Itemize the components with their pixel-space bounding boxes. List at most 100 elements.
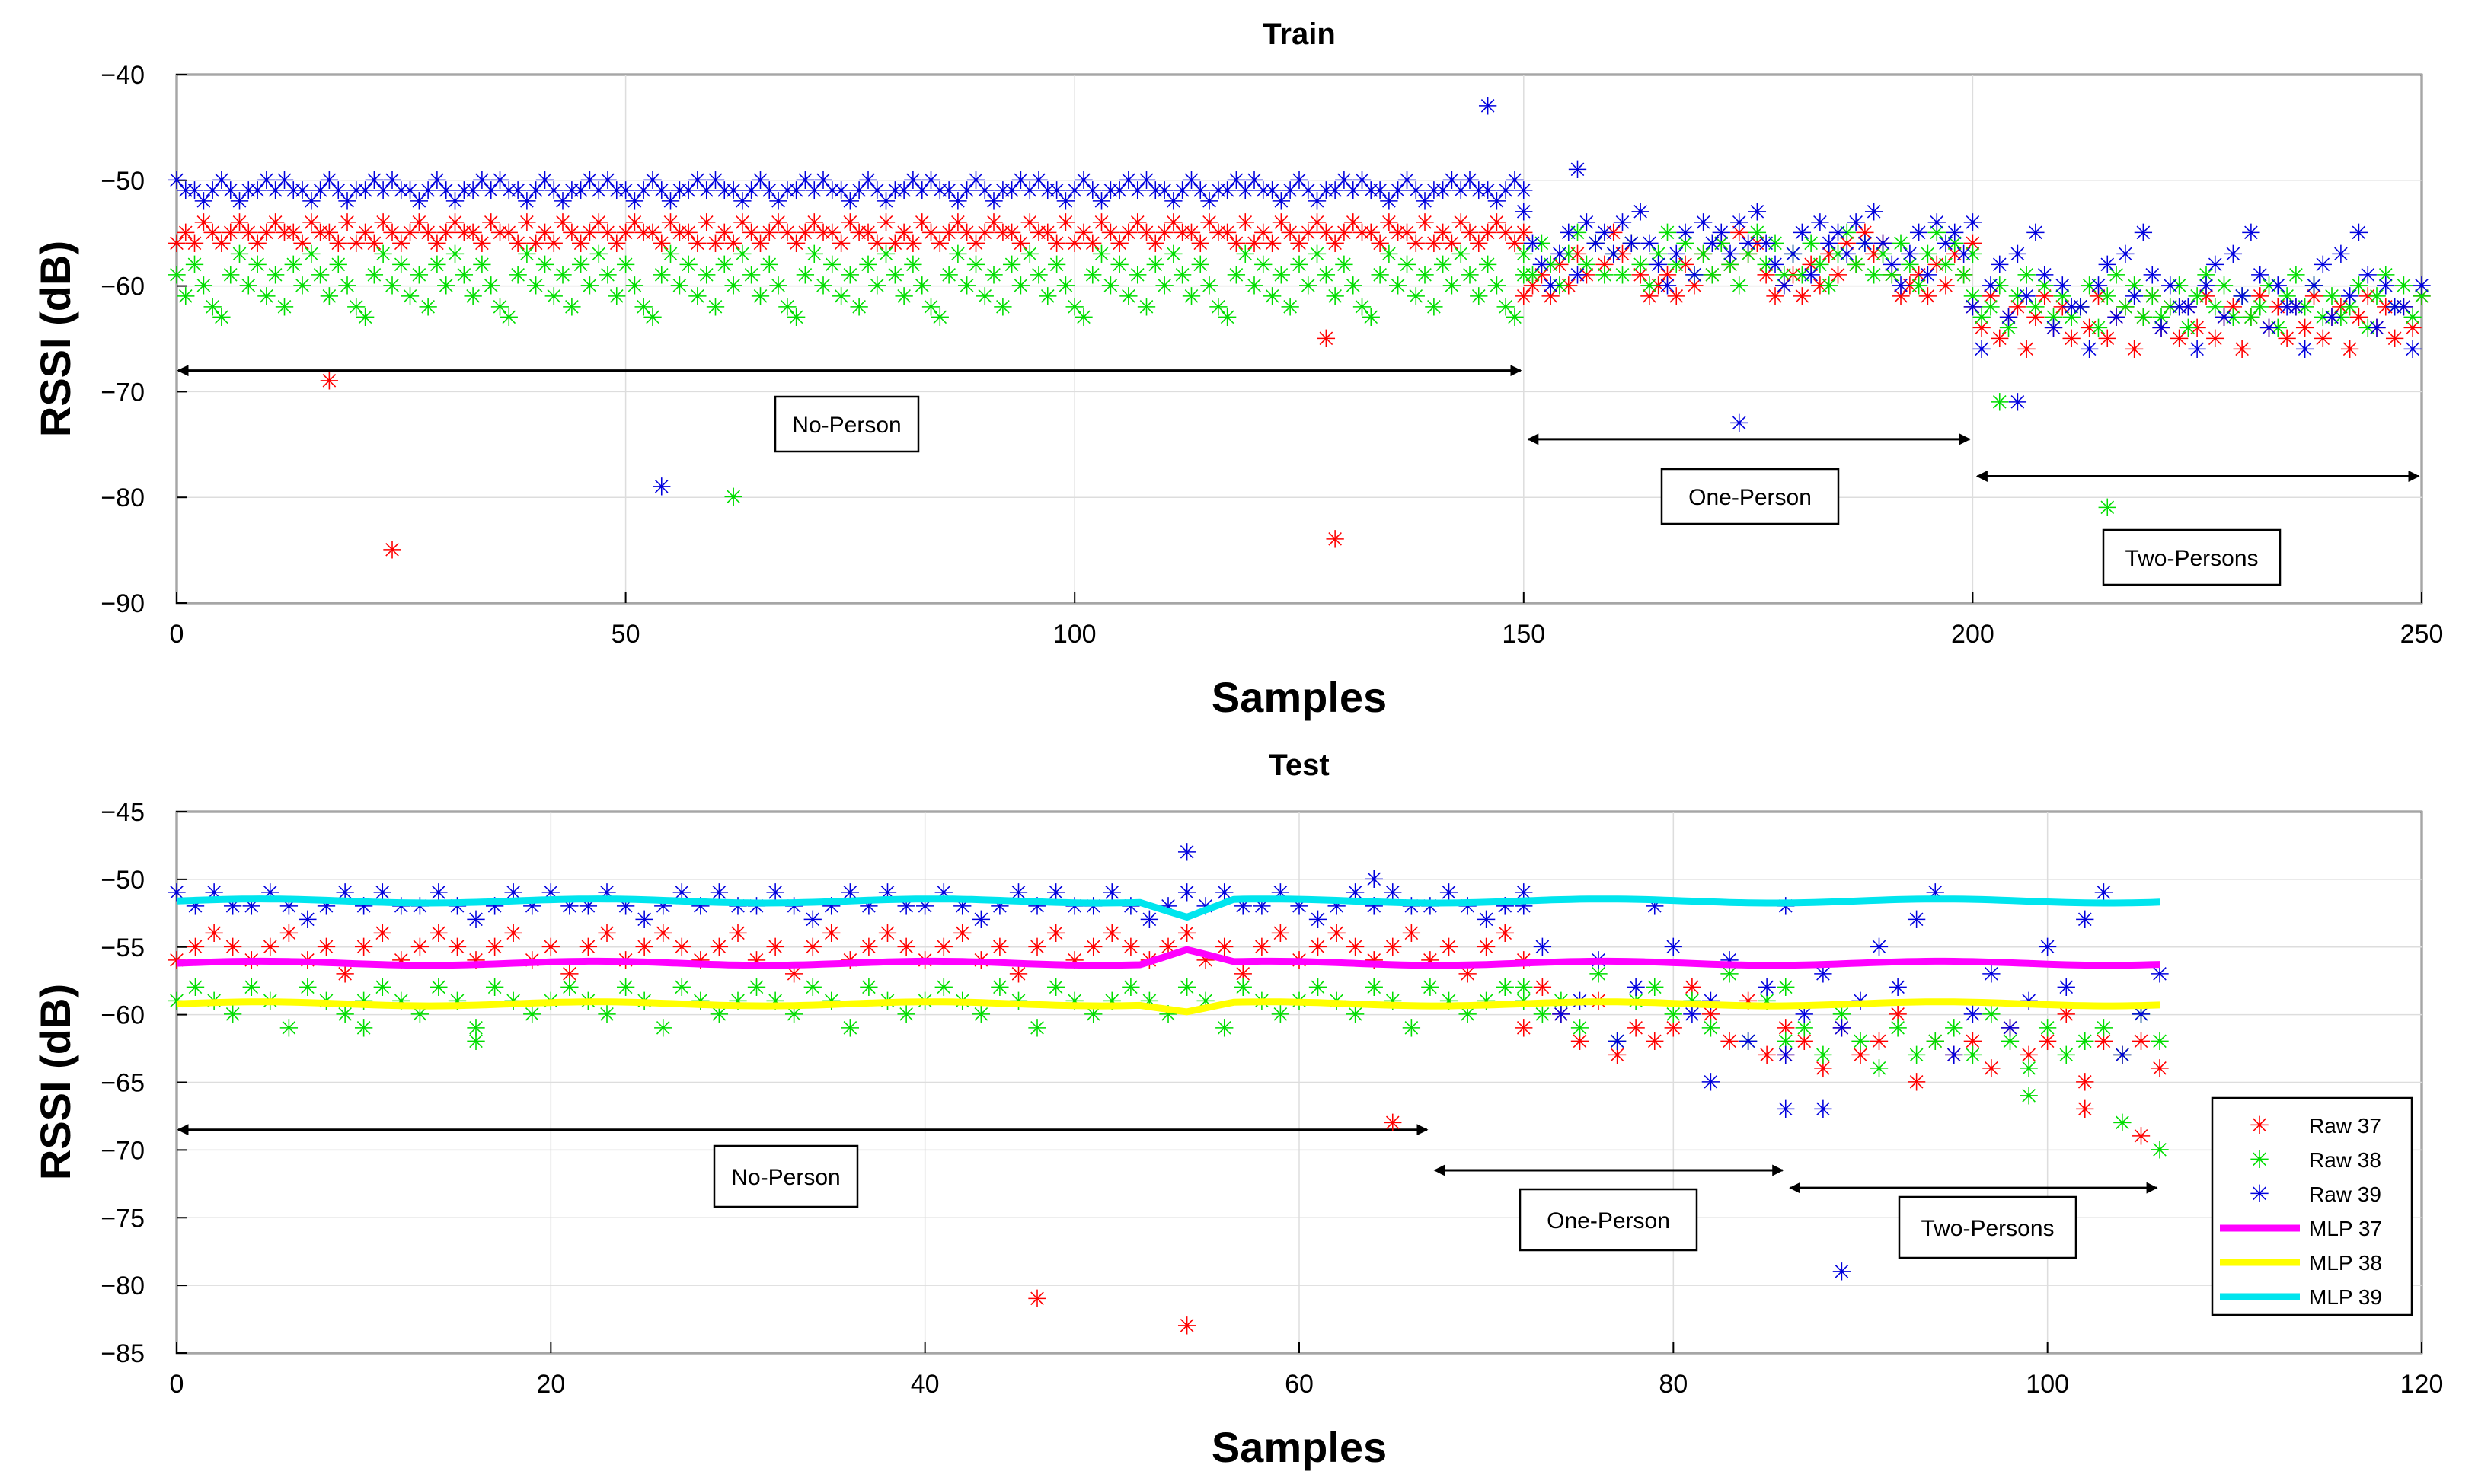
data-point: ✳: [1882, 261, 1902, 290]
data-point: ✳: [750, 229, 771, 258]
data-point: ✳: [1603, 240, 1624, 269]
data-point: ✳: [2339, 292, 2360, 321]
data-point: ✳: [2115, 292, 2135, 321]
data-point: ✳: [1541, 282, 1561, 311]
data-point: ✳: [1513, 261, 1534, 290]
data-point: ✳: [1495, 919, 1515, 948]
data-point: ✳: [840, 261, 861, 290]
data-point: ✳: [2304, 272, 2324, 301]
data-point: ✳: [2367, 282, 2387, 311]
data-point: ✳: [1397, 251, 1417, 279]
data-point: ✳: [877, 919, 898, 948]
data-point: ✳: [1235, 208, 1256, 237]
data-point: ✳: [2017, 261, 2037, 290]
data-point: ✳: [2150, 1027, 2170, 1056]
data-point: ✳: [746, 946, 767, 975]
data-point: ✳: [1401, 1013, 1422, 1042]
data-point: ✳: [975, 219, 995, 247]
data-point: ✳: [484, 973, 505, 1002]
data-point: ✳: [1011, 229, 1031, 258]
data-point: ✳: [1774, 272, 1794, 301]
data-point: ✳: [2349, 272, 2369, 301]
data-point: ✳: [1027, 1285, 1048, 1313]
data-point: ✳: [1891, 282, 1911, 311]
data-point: ✳: [481, 272, 501, 301]
data-point: ✳: [643, 219, 663, 247]
data-point: ✳: [822, 219, 842, 247]
data-point: ✳: [1217, 303, 1238, 332]
data-point: ✳: [896, 933, 917, 962]
data-point: ✳: [939, 261, 960, 290]
data-point: ✳: [1083, 933, 1103, 962]
data-point: ✳: [1382, 933, 1403, 962]
data-point: ✳: [2394, 292, 2414, 321]
data-point: ✳: [1541, 251, 1561, 279]
data-point: ✳: [2093, 1013, 2114, 1042]
data-point: ✳: [499, 303, 519, 332]
data-point: ✳: [1711, 229, 1732, 258]
data-point: ✳: [418, 177, 439, 206]
data-point: ✳: [1981, 282, 2001, 311]
data-point: ✳: [903, 229, 924, 258]
train-title: Train: [1263, 18, 1336, 51]
data-point: ✳: [709, 933, 730, 962]
data-point: ✳: [1962, 229, 1983, 258]
data-point: ✳: [2384, 292, 2405, 321]
data-point: ✳: [1308, 905, 1328, 934]
data-point: ✳: [2403, 314, 2423, 343]
data-point: ✳: [1765, 229, 1786, 258]
data-point: ✳: [2133, 219, 2154, 247]
data-point: ✳: [2259, 314, 2279, 343]
data-point: ✳: [1989, 388, 2010, 416]
data-point: ✳: [1981, 292, 2001, 321]
data-point: ✳: [1154, 272, 1175, 301]
data-point: ✳: [643, 303, 663, 332]
data-point: ✳: [184, 251, 205, 279]
data-point: ✳: [175, 282, 196, 311]
data-point: ✳: [975, 282, 995, 311]
data-point: ✳: [2375, 292, 2396, 321]
data-point: ✳: [990, 892, 1011, 921]
data-point: ✳: [1271, 261, 1292, 290]
data-point: ✳: [2223, 303, 2243, 332]
data-point: ✳: [1352, 219, 1372, 247]
data-point: ✳: [1612, 240, 1633, 269]
data-point: ✳: [535, 219, 555, 247]
y-tick-label: −60: [101, 1001, 145, 1030]
data-point: ✳: [1819, 240, 1839, 269]
data-point: ✳: [2196, 261, 2217, 290]
data-point: ✳: [1550, 272, 1570, 301]
data-point: ✳: [580, 272, 600, 301]
data-point: ✳: [279, 919, 299, 948]
data-point: ✳: [1989, 272, 2010, 301]
data-point: ✳: [1943, 1041, 1964, 1070]
data-point: ✳: [660, 240, 681, 269]
data-point: ✳: [516, 240, 537, 269]
data-point: ✳: [831, 229, 851, 258]
data-point: ✳: [1747, 219, 1768, 247]
data-point: ✳: [373, 208, 394, 237]
data-point: ✳: [1810, 272, 1831, 301]
data-point: ✳: [2124, 335, 2144, 364]
data-point: ✳: [1701, 1013, 1721, 1042]
data-point: ✳: [1586, 229, 1606, 258]
data-point: ✳: [316, 892, 337, 921]
data-point: ✳: [2097, 282, 2118, 311]
data-point: ✳: [947, 208, 968, 237]
data-point: ✳: [203, 219, 223, 247]
data-point: ✳: [1001, 251, 1022, 279]
data-point: ✳: [1199, 208, 1220, 237]
data-point: ✳: [1863, 240, 1884, 269]
data-point: ✳: [1379, 240, 1400, 269]
data-point: ✳: [283, 251, 304, 279]
test-chart: 0 20 40 60 80 100 120 −45 −50 −55 −60 −65 −70 −75 −80 −…: [31, 748, 2443, 1471]
data-point: ✳: [2313, 324, 2333, 353]
data-point: ✳: [786, 303, 806, 332]
data-point: ✳: [1027, 892, 1048, 921]
data-point: ✳: [2259, 272, 2279, 301]
data-point: ✳: [786, 229, 806, 258]
data-point: ✳: [912, 208, 932, 237]
data-point: ✳: [2151, 303, 2172, 332]
data-point: ✳: [1100, 272, 1121, 301]
